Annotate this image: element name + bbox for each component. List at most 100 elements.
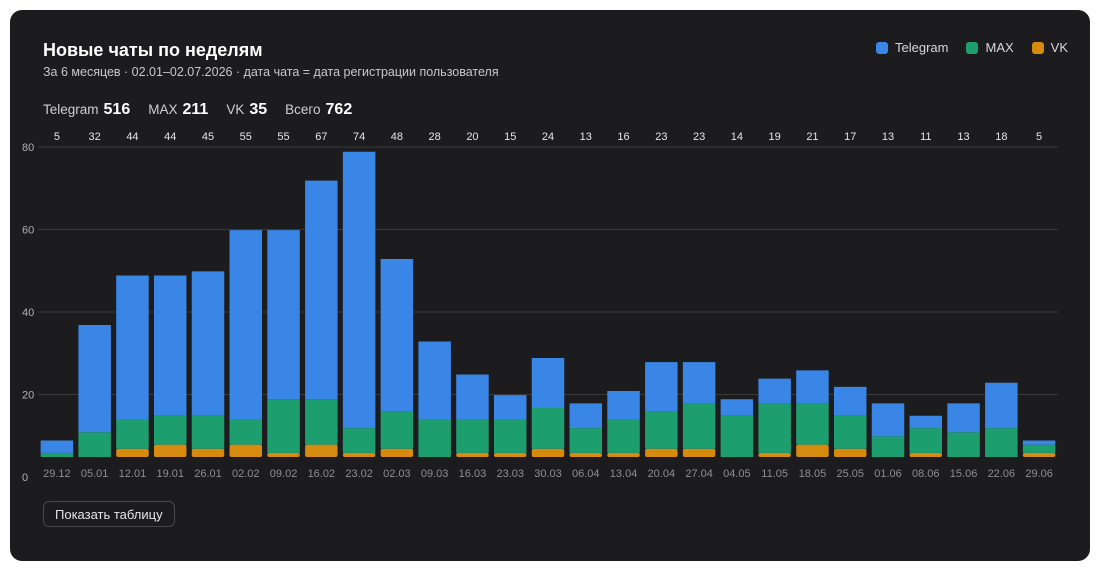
bar-telegram [645, 362, 678, 412]
totals-row: Telegram 516 MAX 211 VK 35 Всего 762 [43, 101, 352, 119]
legend-item-telegram: Telegram [876, 40, 948, 55]
bar-telegram [267, 230, 300, 400]
bar-total-label: 32 [89, 131, 101, 143]
bar-max [796, 403, 829, 445]
bar-telegram [682, 362, 716, 404]
total-telegram-label: Telegram [43, 102, 99, 117]
x-tick-label: 05.01 [81, 468, 109, 480]
bar-vk [796, 444, 829, 457]
bar-total-label: 74 [353, 131, 365, 143]
total-max-label: MAX [148, 102, 178, 117]
bar-max [191, 415, 225, 449]
bar-max [871, 436, 905, 457]
bar-telegram [1022, 440, 1056, 445]
x-tick-label: 29.12 [43, 468, 71, 480]
bar-max [78, 432, 111, 457]
bar-total-label: 13 [882, 131, 894, 143]
bar-total-label: 28 [429, 131, 441, 143]
total-max-value: 211 [182, 101, 209, 118]
x-tick-label: 01.06 [874, 468, 902, 480]
total-all: Всего 762 [285, 101, 352, 119]
bar-telegram [833, 386, 867, 416]
x-tick-label: 27.04 [685, 468, 713, 480]
bar-total-label: 23 [655, 131, 667, 143]
bar-total-label: 19 [769, 131, 781, 143]
bar-total-label: 20 [466, 131, 478, 143]
bar-total-label: 45 [202, 131, 214, 143]
y-tick-label: 0 [22, 472, 28, 484]
total-telegram: Telegram 516 [43, 101, 130, 119]
x-tick-label: 25.05 [836, 468, 864, 480]
bar-chart: 0 20 40 60 80 5 29.12 32 05.01 44 12.01 44 19.01 45 26… [22, 131, 1058, 484]
x-tick-label: 12.01 [119, 468, 147, 480]
x-tick-label: 06.04 [572, 468, 600, 480]
bar-vk [758, 452, 791, 457]
show-table-button[interactable]: Показать таблицу [43, 501, 175, 527]
bar-vk [342, 452, 376, 457]
x-tick-label: 20.04 [648, 468, 676, 480]
x-tick-label: 08.06 [912, 468, 940, 480]
bar-telegram [342, 151, 376, 429]
bar-total-label: 13 [580, 131, 592, 143]
bar-total-label: 67 [315, 131, 327, 143]
x-tick-label: 16.03 [459, 468, 487, 480]
chart-subtitle: За 6 месяцев · 02.01–02.07.2026 · дата ч… [43, 65, 499, 79]
bar-vk [153, 444, 187, 457]
bar-total-label: 18 [995, 131, 1007, 143]
x-tick-label: 26.01 [194, 468, 222, 480]
total-vk: VK 35 [226, 101, 267, 119]
x-tick-label: 16.02 [308, 468, 336, 480]
bar-telegram [78, 325, 111, 433]
x-tick-label: 02.03 [383, 468, 411, 480]
x-tick-label: 13.04 [610, 468, 638, 480]
y-tick-label: 20 [22, 390, 34, 402]
bar-vk [1022, 452, 1056, 457]
chart-title: Новые чаты по неделям [43, 40, 263, 60]
bar-max [531, 407, 565, 449]
bar-max [909, 428, 943, 453]
bar-total-label: 11 [920, 131, 931, 143]
bar-vk [833, 448, 867, 457]
legend-label-max: MAX [985, 40, 1014, 55]
bar-max [116, 419, 149, 449]
x-tick-label: 29.06 [1025, 468, 1053, 480]
bar-telegram [116, 275, 149, 420]
bar-vk [456, 452, 489, 457]
bar-vk [682, 448, 716, 457]
x-tick-label: 09.03 [421, 468, 449, 480]
bar-total-label: 17 [844, 131, 856, 143]
bar-max [418, 419, 451, 457]
bar-vk [380, 448, 414, 457]
x-tick-label: 02.02 [232, 468, 260, 480]
x-tick-label: 11.05 [761, 468, 788, 480]
legend-label-vk: VK [1050, 40, 1068, 55]
bar-vk [909, 452, 943, 457]
bar-vk [569, 452, 603, 457]
x-tick-label: 04.05 [723, 468, 751, 480]
bar-total-label: 14 [731, 131, 743, 143]
bar-telegram [191, 271, 225, 416]
bar-max [758, 403, 791, 453]
legend-item-max: MAX [966, 40, 1014, 55]
legend: Telegram MAX VK [876, 40, 1068, 55]
total-all-value: 762 [325, 101, 353, 118]
bar-telegram [456, 374, 489, 420]
x-tick-label: 22.06 [988, 468, 1016, 480]
bar-telegram [796, 370, 829, 404]
bar-telegram [569, 403, 603, 429]
bar-max [985, 428, 1018, 457]
bar-vk [305, 444, 338, 457]
bar-max [607, 419, 640, 453]
bar-vk [267, 452, 300, 457]
bar-telegram [607, 391, 640, 420]
total-vk-label: VK [226, 102, 245, 117]
bar-max [342, 428, 376, 453]
legend-swatch-max [966, 41, 979, 54]
bar-telegram [909, 415, 943, 429]
bar-max [267, 399, 300, 453]
bar-max [1022, 444, 1056, 453]
bar-vk [191, 448, 225, 457]
bar-total-label: 24 [542, 131, 554, 143]
legend-label-telegram: Telegram [895, 40, 949, 55]
legend-swatch-vk [1031, 41, 1044, 54]
